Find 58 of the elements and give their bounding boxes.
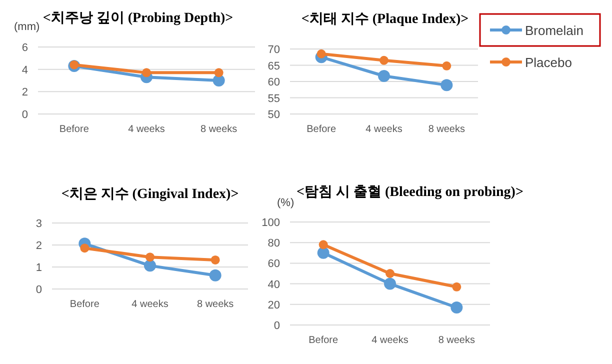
point	[142, 68, 151, 78]
x-tick-label: Before	[70, 299, 100, 310]
point	[210, 255, 220, 264]
legend-label: Bromelain	[525, 23, 584, 38]
y-tick-label: 70	[268, 44, 280, 56]
chart-title: <치은 지수 (Gingival Index)>	[61, 187, 239, 202]
point	[452, 282, 462, 292]
point	[317, 246, 330, 259]
point	[209, 269, 222, 282]
point	[214, 68, 224, 78]
x-tick-label: 8 weeks	[196, 299, 234, 310]
y-tick-label: 6	[22, 42, 28, 54]
point	[440, 79, 453, 92]
point	[384, 278, 396, 290]
chart-title: <치주낭 깊이 (Probing Depth)>	[42, 11, 234, 26]
y-tick-label: 2	[36, 240, 42, 252]
y-tick-label: 50	[268, 109, 280, 121]
point	[380, 56, 388, 65]
point	[80, 244, 90, 253]
legend-label: Placebo	[525, 55, 572, 70]
y-tick-label: 0	[274, 320, 280, 332]
y-tick-label: 80	[268, 238, 280, 250]
y-tick-label: 1	[36, 262, 42, 274]
y-axis-title: (mm)	[14, 21, 40, 33]
x-tick-label: Before	[306, 124, 336, 135]
y-tick-label: 20	[268, 299, 280, 312]
point	[378, 70, 390, 82]
y-tick-label: 65	[268, 60, 280, 72]
y-tick-label: 60	[268, 258, 280, 270]
y-tick-label: 55	[268, 92, 280, 105]
point	[146, 252, 154, 262]
x-tick-label: 8 weeks	[200, 124, 238, 135]
chart-title: <탐침 시 출혈 (Bleeding on probing)>	[296, 184, 524, 200]
point	[318, 240, 328, 250]
point	[386, 269, 394, 278]
y-tick-label: 100	[262, 217, 280, 229]
y-tick-label: 40	[268, 278, 280, 291]
x-tick-label: Before	[308, 335, 338, 346]
y-tick-label: 3	[36, 218, 42, 230]
point	[144, 260, 156, 272]
point	[70, 60, 79, 70]
y-tick-label: 0	[22, 109, 28, 121]
x-tick-label: 4 weeks	[366, 124, 402, 135]
y-axis-title: (%)	[277, 197, 294, 209]
point	[442, 61, 452, 70]
y-tick-label: 60	[268, 76, 280, 88]
chart-title: <치태 지수 (Plaque Index)>	[301, 12, 469, 27]
x-tick-label: 8 weeks	[438, 335, 476, 346]
x-tick-label: 4 weeks	[132, 299, 168, 310]
y-tick-label: 4	[22, 64, 28, 76]
y-tick-label: 2	[22, 86, 28, 99]
x-tick-label: 4 weeks	[372, 335, 408, 346]
point	[450, 301, 463, 314]
y-tick-label: 0	[36, 284, 42, 296]
x-tick-label: 4 weeks	[128, 124, 165, 135]
point	[316, 49, 326, 58]
x-tick-label: Before	[59, 124, 90, 135]
x-tick-label: 8 weeks	[428, 124, 466, 135]
